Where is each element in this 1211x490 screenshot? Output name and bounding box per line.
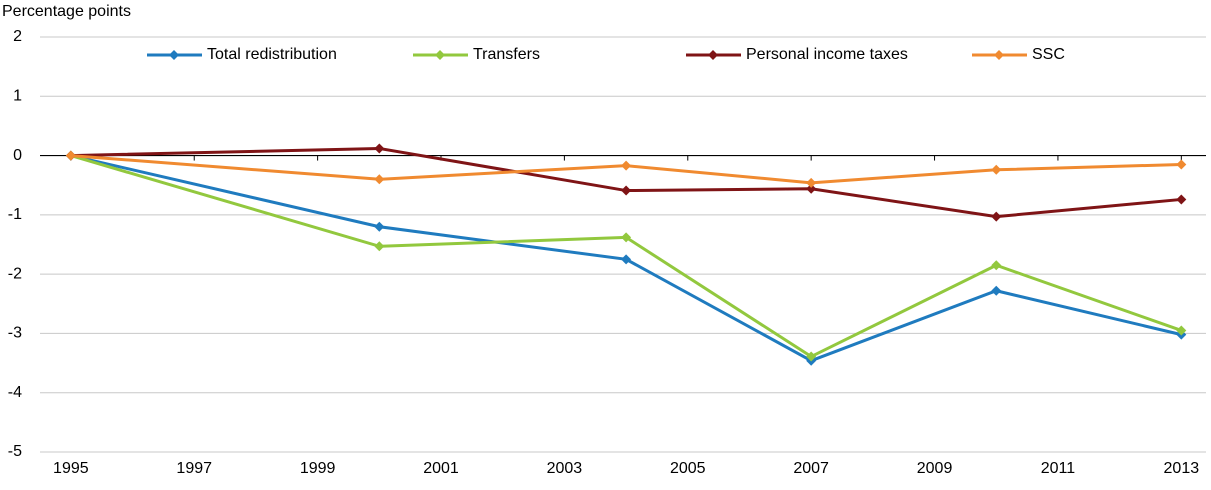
y-tick-label: -3 (8, 325, 22, 342)
series-marker (991, 164, 1002, 175)
y-tick-label: -5 (8, 443, 22, 460)
y-tick-label: 2 (13, 28, 22, 45)
x-tick-label: 2001 (423, 460, 459, 477)
series-marker (374, 221, 385, 232)
x-tick-label: 2005 (670, 460, 706, 477)
x-tick-label: 2013 (1164, 460, 1200, 477)
legend-marker (708, 50, 718, 60)
series-marker (806, 351, 817, 362)
series-marker (374, 241, 385, 252)
series-marker (991, 260, 1002, 271)
x-tick-label: 1999 (300, 460, 336, 477)
series-marker (621, 254, 632, 265)
x-tick-label: 2003 (547, 460, 583, 477)
legend-marker (994, 50, 1004, 60)
legend-label: Transfers (473, 46, 540, 63)
y-tick-label: 1 (13, 88, 22, 105)
x-tick-label: 2007 (793, 460, 829, 477)
legend-label: SSC (1032, 46, 1065, 63)
series-marker (621, 160, 632, 171)
series-marker (1176, 159, 1187, 170)
series-marker (1176, 325, 1187, 336)
series-line (70, 154, 1182, 363)
x-tick-label: 2011 (1041, 460, 1076, 477)
series-marker (1176, 194, 1187, 205)
series-line (70, 154, 1182, 359)
series-marker (621, 232, 632, 243)
y-tick-label: -4 (8, 384, 22, 401)
series-marker (991, 285, 1002, 296)
series-marker (65, 150, 76, 161)
series-marker (374, 174, 385, 185)
legend-marker (435, 50, 445, 60)
x-tick-label: 1995 (53, 460, 89, 477)
y-tick-label: -1 (8, 206, 22, 223)
series-line (70, 154, 1182, 185)
x-tick-label: 1997 (176, 460, 212, 477)
series-marker (806, 177, 817, 188)
legend-label: Total redistribution (207, 46, 337, 63)
series-marker (991, 211, 1002, 222)
x-tick-label: 2009 (917, 460, 953, 477)
series-marker (374, 143, 385, 154)
legend-marker (169, 50, 179, 60)
series-marker (621, 185, 632, 196)
series-marker (806, 183, 817, 194)
series-line (70, 146, 1182, 219)
y-tick-label: -2 (8, 265, 22, 282)
y-tick-label: 0 (13, 147, 22, 164)
y-axis-label: Percentage points (2, 3, 131, 20)
legend-label: Personal income taxes (746, 46, 908, 63)
